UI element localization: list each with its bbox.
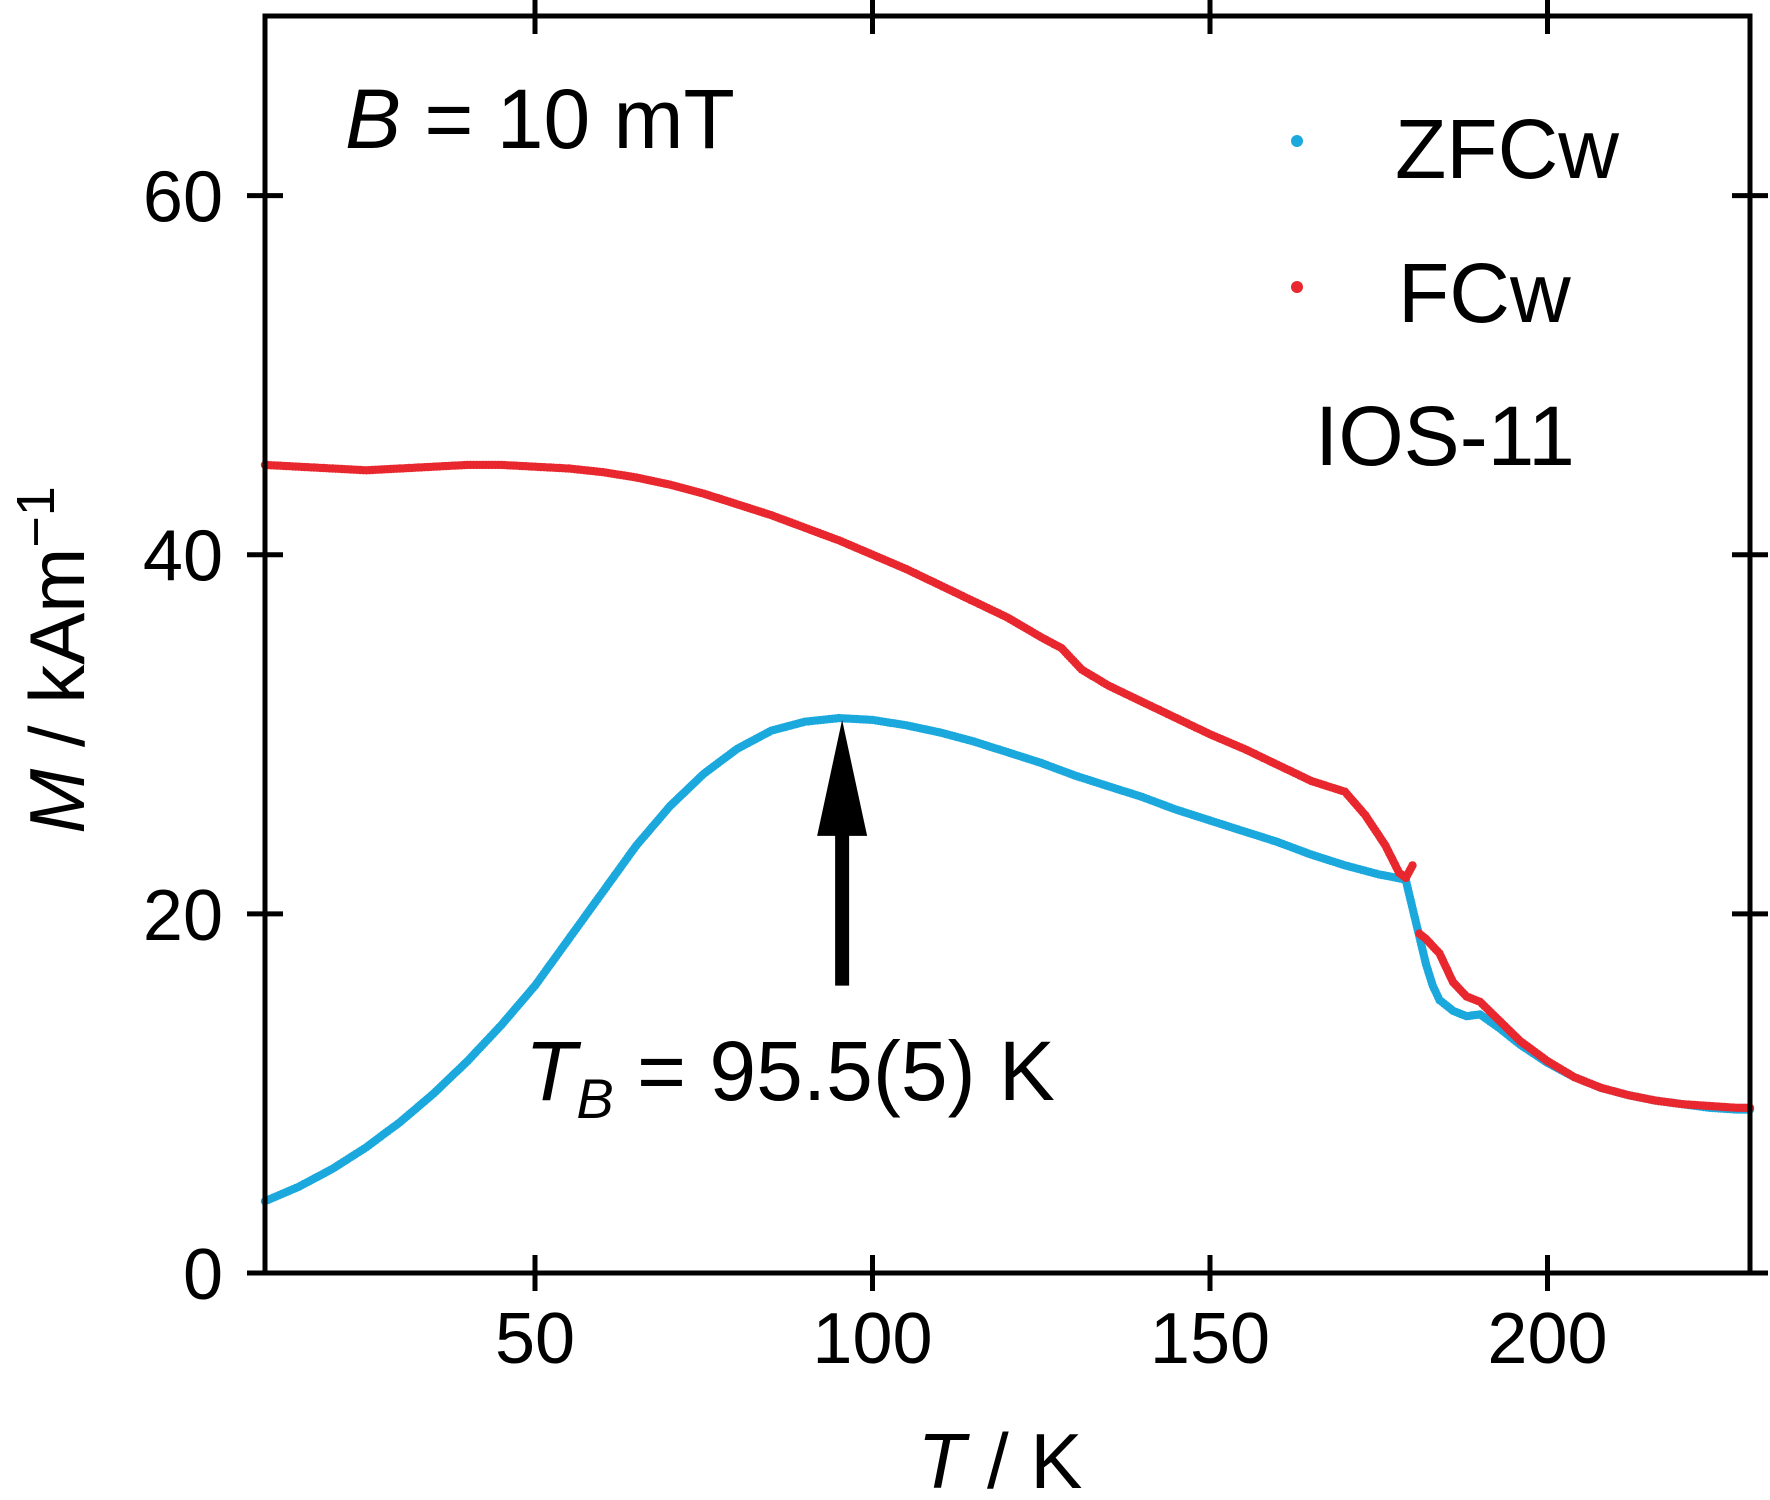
y-tick-label: 0: [183, 1235, 223, 1315]
x-tick-label: 150: [1150, 1299, 1270, 1379]
series-layer: [260, 460, 1755, 1206]
x-tick-label: 50: [495, 1299, 575, 1379]
x-axis-symbol: T: [918, 1417, 971, 1500]
legend-marker-fcw: [1291, 281, 1303, 293]
x-tick-label: 100: [812, 1299, 932, 1379]
y-axis-label: M / kAm−1: [6, 486, 101, 834]
y-tick-label: 40: [143, 517, 223, 597]
x-axis-label: T / K: [918, 1417, 1083, 1500]
sample-label: IOS-11: [1315, 389, 1575, 483]
y-axis-unit: kAm: [13, 548, 101, 704]
x-tick-label: 200: [1487, 1299, 1607, 1379]
tb-subscript: B: [576, 1067, 613, 1130]
y-tick-label: 20: [143, 876, 223, 956]
series-fcw: [260, 460, 1755, 1113]
field-value: = 10 mT: [401, 72, 735, 166]
field-annotation: B = 10 mT: [345, 72, 735, 166]
legend: ZFCw FCw: [1291, 102, 1619, 340]
field-symbol: B: [345, 72, 401, 166]
tb-symbol: T: [525, 1024, 582, 1118]
x-axis-unit: K: [1030, 1417, 1082, 1500]
legend-label-zfcw: ZFCw: [1395, 102, 1619, 196]
plot-frame: [262, 13, 1753, 1276]
blocking-temperature-label: TB = 95.5(5) K: [525, 1024, 1055, 1130]
tb-value: = 95.5(5) K: [614, 1024, 1055, 1118]
y-axis-separator: /: [13, 704, 101, 769]
arrow-layer: [817, 719, 868, 986]
series-zfcw: [260, 713, 1755, 1206]
y-axis-symbol: M: [13, 769, 101, 834]
arrow-head: [817, 719, 868, 836]
y-axis-unit-exponent: −1: [6, 486, 66, 548]
legend-marker-zfcw: [1291, 135, 1303, 147]
legend-label-fcw: FCw: [1398, 246, 1571, 340]
ticks-layer: 50 100 150 200 0 20 40 60: [143, 0, 1768, 1379]
y-tick-label: 60: [143, 158, 223, 238]
x-axis-separator: /: [965, 1417, 1030, 1500]
data-point: [1408, 861, 1417, 870]
